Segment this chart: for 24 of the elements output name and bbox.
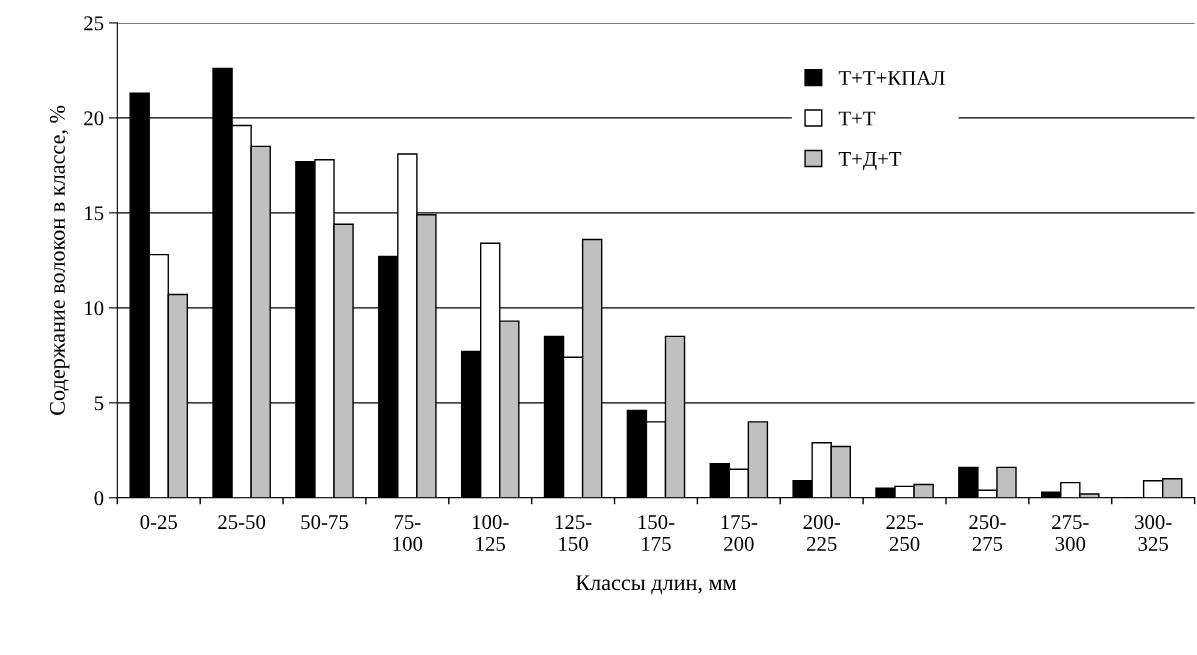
y-axis-title: Содержание волокон в классе, %	[49, 105, 70, 415]
x-tick-label: 0-25	[140, 515, 178, 530]
y-tick-label: 0	[94, 491, 104, 506]
x-tick-label: 25-50	[218, 515, 266, 530]
x-tick-label: 100-125	[472, 515, 509, 551]
x-tick-label: 250-275	[969, 515, 1006, 551]
x-tick-label: 75-100	[393, 515, 423, 551]
x-axis-title: Классы длин, мм	[575, 575, 737, 595]
x-tick-label: 275-300	[1052, 515, 1089, 551]
y-tick-label: 15	[85, 206, 104, 221]
x-tick-label: 200-225	[803, 515, 841, 551]
legend-label: Т+Д+Т	[838, 152, 902, 171]
x-tick-label: 150-175	[638, 515, 675, 551]
y-tick-label: 20	[84, 111, 104, 126]
x-tick-label: 225-250	[886, 515, 923, 551]
y-tick-label: 5	[94, 396, 104, 411]
legend-label: Т+Т	[838, 111, 876, 126]
x-tick-label: 175-200	[721, 515, 758, 551]
y-tick-label: 25	[84, 16, 104, 31]
x-tick-label: 125-150	[555, 515, 592, 551]
x-tick-label: 50-75	[301, 515, 348, 530]
y-tick-label: 10	[85, 301, 104, 316]
legend-label: Т+Т+КПАЛ	[838, 71, 945, 85]
x-tick-label: 300-325	[1135, 515, 1172, 551]
